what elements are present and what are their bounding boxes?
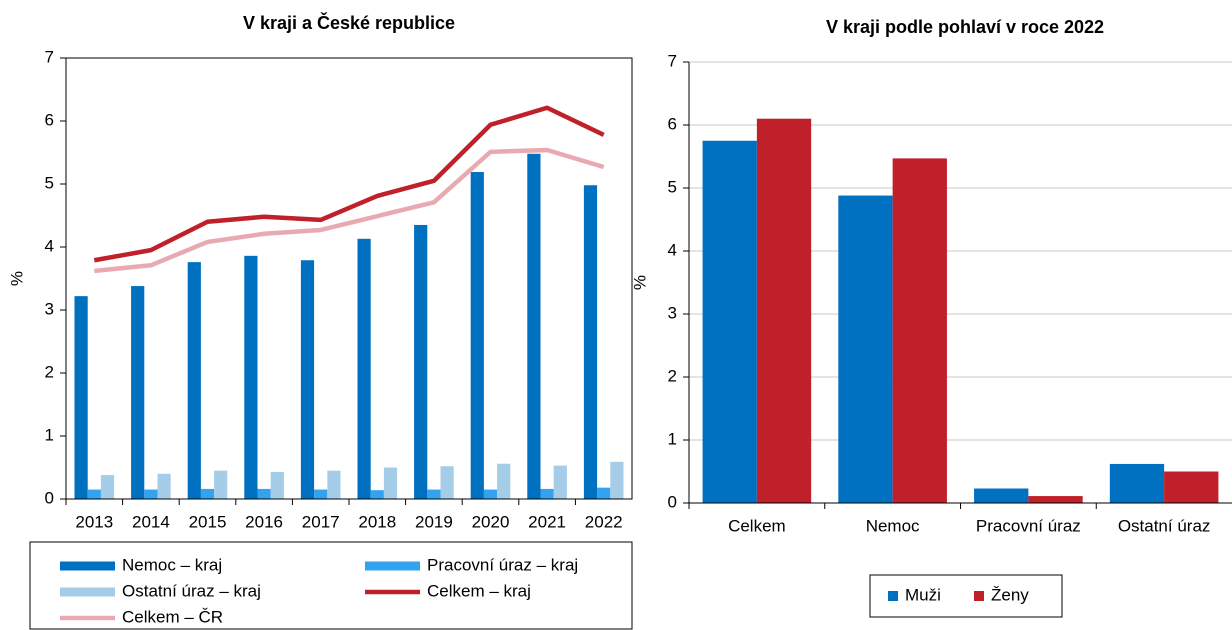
x-tick-label: Celkem <box>728 516 786 535</box>
bar <box>583 185 598 499</box>
bar <box>327 470 341 499</box>
y-tick-label: 0 <box>45 488 54 507</box>
bar <box>974 488 1029 503</box>
y-tick-label: 3 <box>45 299 54 318</box>
bar <box>100 475 115 499</box>
y-tick-label: 0 <box>668 492 677 511</box>
x-tick-label: 2014 <box>132 512 170 531</box>
bar <box>414 224 428 499</box>
y-tick-label: 4 <box>668 240 677 259</box>
bar <box>497 463 511 499</box>
x-tick-label: 2019 <box>415 512 453 531</box>
x-tick-label: Nemoc <box>866 516 920 535</box>
bar <box>257 488 271 499</box>
y-tick-label: 2 <box>45 362 54 381</box>
legend-box <box>29 541 633 630</box>
legend-label: Muži <box>905 585 941 604</box>
x-tick-label: 2020 <box>472 512 510 531</box>
x-tick-label: Pracovní úraz <box>976 516 1081 535</box>
bar <box>553 465 567 499</box>
line <box>93 105 605 263</box>
bar <box>357 238 371 499</box>
bar <box>1164 471 1219 503</box>
bar <box>702 140 757 503</box>
plot-frame <box>65 57 633 500</box>
bar <box>597 487 611 499</box>
x-tick-label: 2015 <box>189 512 227 531</box>
line <box>94 147 605 274</box>
legend-label: Celkem – kraj <box>427 581 531 600</box>
y-tick-label: 1 <box>668 429 677 448</box>
bar <box>427 489 441 499</box>
x-tick-label: 2016 <box>245 512 283 531</box>
bar <box>157 473 171 499</box>
bar <box>200 488 215 499</box>
legend-label: Ženy <box>991 585 1029 604</box>
bar <box>270 471 284 499</box>
bar <box>314 489 328 499</box>
bar <box>483 489 498 499</box>
y-tick-label: 7 <box>45 47 54 66</box>
legend-swatch <box>888 591 898 601</box>
bar <box>527 153 541 499</box>
y-tick-label: 4 <box>45 236 54 255</box>
bar <box>383 467 398 499</box>
bar <box>74 296 88 499</box>
bar <box>244 255 258 499</box>
bar <box>440 466 454 499</box>
bar <box>187 262 201 499</box>
bar <box>370 490 384 499</box>
y-axis-label: % <box>7 271 26 286</box>
bar <box>300 260 315 499</box>
bar <box>470 172 484 499</box>
legend-box <box>869 574 1063 618</box>
bar <box>540 488 554 499</box>
legend-swatch <box>974 591 984 601</box>
bar <box>838 195 893 503</box>
y-tick-label: 6 <box>668 114 677 133</box>
y-axis-label: % <box>630 275 649 290</box>
bar <box>87 489 101 499</box>
x-tick-label: 2021 <box>528 512 566 531</box>
y-tick-label: 5 <box>45 173 54 192</box>
bar <box>214 470 228 499</box>
legend-label: Ostatní úraz – kraj <box>122 581 261 600</box>
chart-title: V kraji podle pohlaví v roce 2022 <box>826 17 1104 37</box>
y-tick-label: 3 <box>668 303 677 322</box>
bar <box>144 489 158 499</box>
x-tick-label: 2017 <box>302 512 340 531</box>
x-tick-label: 2018 <box>358 512 396 531</box>
bar <box>1028 496 1083 503</box>
y-tick-label: 2 <box>668 366 677 385</box>
y-tick-label: 7 <box>668 51 677 70</box>
x-tick-label: 2013 <box>75 512 113 531</box>
bar <box>131 286 145 499</box>
legend-label: Celkem – ČR <box>122 607 223 626</box>
x-tick-label: 2022 <box>585 512 623 531</box>
bar <box>756 118 812 503</box>
legend-label: Nemoc – kraj <box>122 555 222 574</box>
bar <box>892 158 947 503</box>
y-tick-label: 5 <box>668 177 677 196</box>
y-tick-label: 6 <box>45 110 54 129</box>
x-tick-label: Ostatní úraz <box>1118 516 1211 535</box>
chart-title: V kraji a České republice <box>243 12 455 33</box>
bar <box>610 461 624 499</box>
bar <box>1109 463 1165 503</box>
y-tick-label: 1 <box>45 425 54 444</box>
legend-label: Pracovní úraz – kraj <box>427 555 578 574</box>
